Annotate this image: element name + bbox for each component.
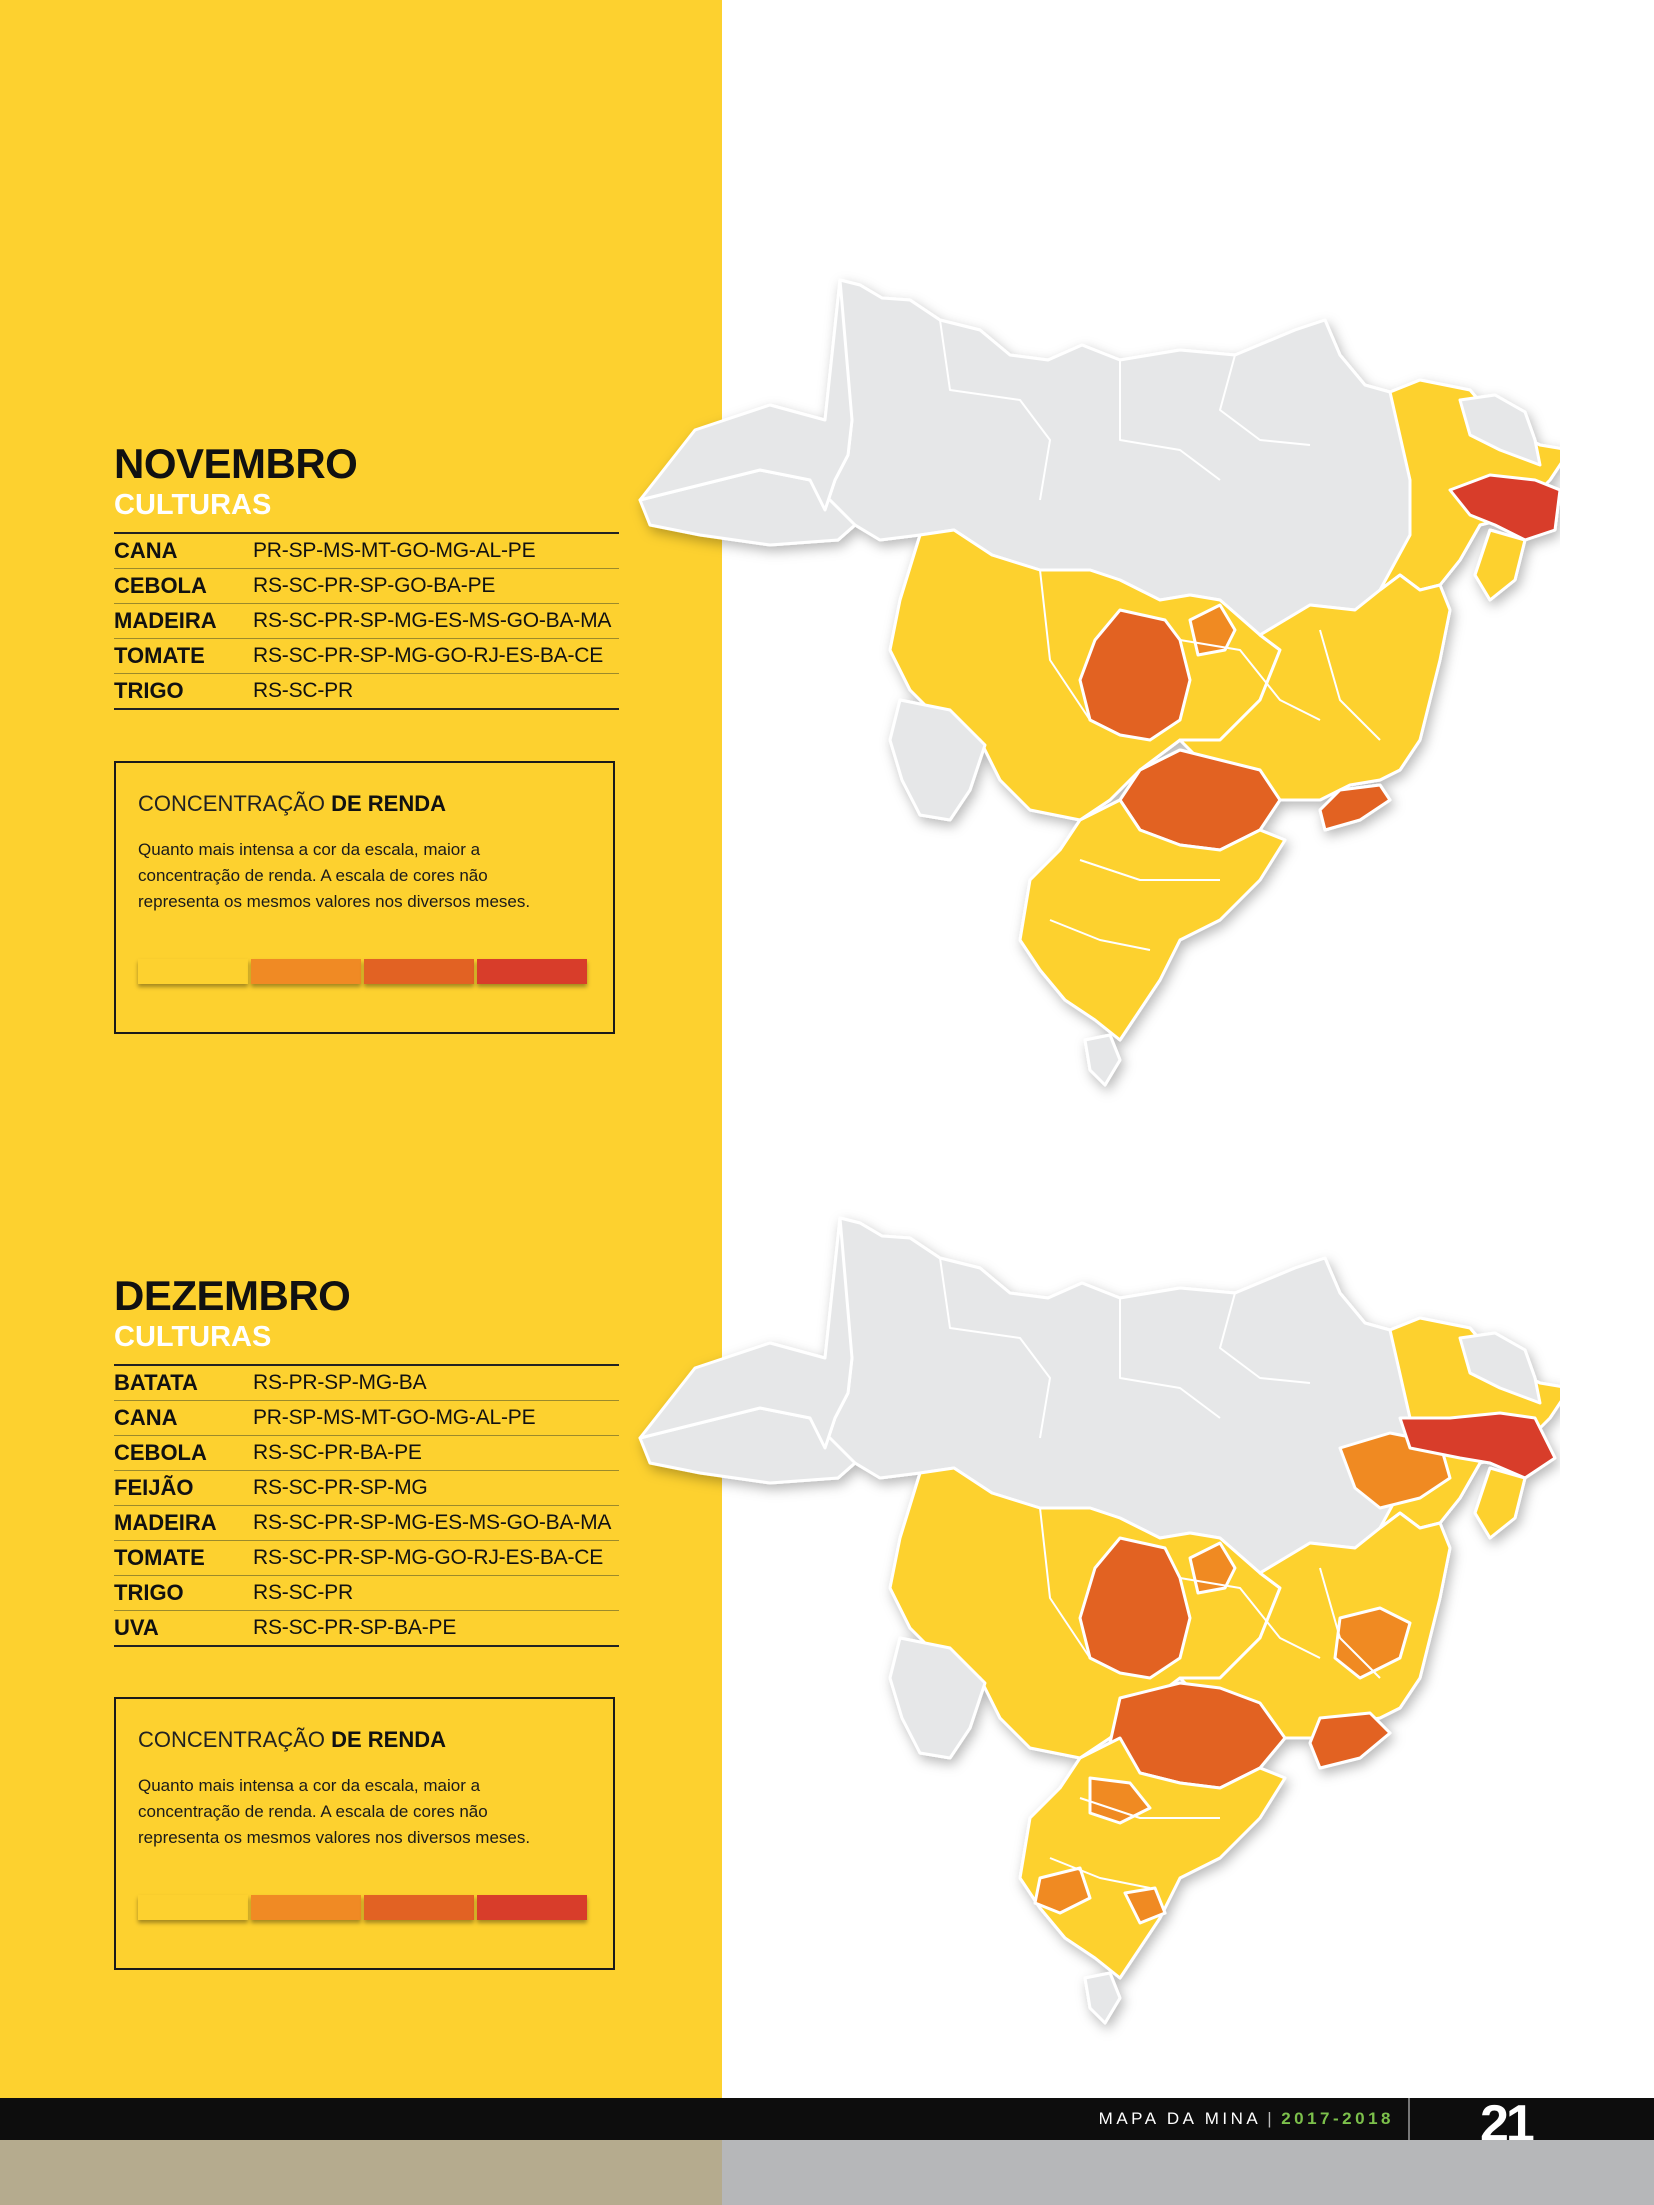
crop-name: CANA	[114, 538, 178, 563]
dezembro-subtitle: CULTURAS	[114, 1321, 272, 1353]
map-region-south	[1018, 798, 1287, 1042]
crop-states: RS-SC-PR-SP-MG-GO-RJ-ES-BA-CE	[253, 644, 604, 667]
scale-step-3	[364, 1895, 474, 1920]
dezembro-title: DEZEMBRO	[114, 1272, 351, 1319]
crop-name: MADEIRA	[114, 1510, 217, 1535]
dezembro-crops-table: BATATA RS-PR-SP-MG-BA CANA PR-SP-MS-MT-G…	[114, 1364, 619, 1647]
crop-states: RS-SC-PR-SP-MG	[253, 1476, 428, 1499]
scale-step-1	[138, 1895, 248, 1920]
crop-name: CEBOLA	[114, 1440, 207, 1465]
color-scale	[138, 1895, 587, 1920]
crop-name: TOMATE	[114, 643, 205, 668]
brazil-income-map-dezembro	[638, 1216, 1560, 2025]
footer-strip-left	[0, 2140, 722, 2205]
table-row: CEBOLA RS-SC-PR-SP-GO-BA-PE	[114, 568, 619, 603]
edition-year: 2017-2018	[1281, 2109, 1394, 2128]
novembro-crops-table: CANA PR-SP-MS-MT-GO-MG-AL-PE CEBOLA RS-S…	[114, 532, 619, 710]
map-region-east	[1178, 1511, 1452, 1740]
crop-name: FEIJÃO	[114, 1475, 194, 1500]
map-region-red	[1398, 1411, 1557, 1480]
table-row: CEBOLA RS-SC-PR-BA-PE	[114, 1435, 619, 1470]
footer-bar: MAPA DA MINA | 2017-2018 21	[0, 2096, 1654, 2152]
map-region-south	[1018, 1736, 1287, 1980]
map-region-red	[1448, 473, 1560, 542]
crop-states: RS-SC-PR-BA-PE	[253, 1441, 422, 1464]
table-row: TRIGO RS-SC-PR	[114, 1575, 619, 1610]
yellow-side-panel	[0, 0, 722, 2098]
legend-text: Quanto mais intensa a cor da escala, mai…	[138, 840, 531, 911]
crop-states: RS-SC-PR-SP-GO-BA-PE	[253, 574, 496, 597]
table-row: CANA PR-SP-MS-MT-GO-MG-AL-PE	[114, 1400, 619, 1435]
color-scale	[138, 959, 587, 984]
novembro-section: NOVEMBRO CULTURAS CANA PR-SP-MS-MT-GO-MG…	[114, 440, 619, 710]
map-region-east	[1178, 573, 1452, 802]
crop-name: UVA	[114, 1615, 159, 1640]
crop-name: BATATA	[114, 1370, 198, 1395]
footer-divider	[1408, 2098, 1410, 2140]
crop-states: RS-SC-PR	[253, 679, 353, 702]
map-region-orange-center	[1078, 608, 1192, 742]
legend-title: CONCENTRAÇÃO DE RENDA	[138, 1727, 447, 1752]
novembro-subtitle: CULTURAS	[114, 489, 272, 521]
crop-states: RS-SC-PR-SP-MG-ES-MS-GO-BA-MA	[253, 609, 612, 632]
table-row: MADEIRA RS-SC-PR-SP-MG-ES-MS-GO-BA-MA	[114, 1505, 619, 1540]
crop-states: RS-SC-PR-SP-BA-PE	[253, 1616, 457, 1639]
dezembro-section: DEZEMBRO CULTURAS BATATA RS-PR-SP-MG-BA …	[114, 1272, 619, 1647]
crop-states: RS-SC-PR	[253, 1581, 353, 1604]
dezembro-legend-box: CONCENTRAÇÃO DE RENDA Quanto mais intens…	[114, 1697, 615, 1970]
crop-states: RS-SC-PR-SP-MG-GO-RJ-ES-BA-CE	[253, 1546, 604, 1569]
legend-text: Quanto mais intensa a cor da escala, mai…	[138, 1776, 531, 1847]
table-row: FEIJÃO RS-SC-PR-SP-MG	[114, 1470, 619, 1505]
scale-step-2	[251, 959, 361, 984]
table-row: BATATA RS-PR-SP-MG-BA	[114, 1366, 619, 1400]
novembro-legend-box: CONCENTRAÇÃO DE RENDA Quanto mais intens…	[114, 761, 615, 1034]
crop-states: RS-PR-SP-MG-BA	[253, 1371, 427, 1394]
novembro-title: NOVEMBRO	[114, 440, 358, 487]
crop-states: PR-SP-MS-MT-GO-MG-AL-PE	[253, 539, 536, 562]
table-row: TOMATE RS-SC-PR-SP-MG-GO-RJ-ES-BA-CE	[114, 1540, 619, 1575]
table-row: TRIGO RS-SC-PR	[114, 673, 619, 708]
crop-name: CEBOLA	[114, 573, 207, 598]
crop-name: TOMATE	[114, 1545, 205, 1570]
scale-step-2	[251, 1895, 361, 1920]
table-row: CANA PR-SP-MS-MT-GO-MG-AL-PE	[114, 534, 619, 568]
footer-strip-right	[722, 2140, 1654, 2205]
brazil-income-map-novembro	[638, 278, 1560, 1087]
legend-title: CONCENTRAÇÃO DE RENDA	[138, 791, 447, 816]
table-row: TOMATE RS-SC-PR-SP-MG-GO-RJ-ES-BA-CE	[114, 638, 619, 673]
table-row: UVA RS-SC-PR-SP-BA-PE	[114, 1610, 619, 1645]
table-row: MADEIRA RS-SC-PR-SP-MG-ES-MS-GO-BA-MA	[114, 603, 619, 638]
map-region-orange-center	[1078, 1536, 1192, 1680]
crop-name: TRIGO	[114, 678, 184, 703]
crop-states: PR-SP-MS-MT-GO-MG-AL-PE	[253, 1406, 536, 1429]
crop-name: MADEIRA	[114, 608, 217, 633]
crop-name: CANA	[114, 1405, 178, 1430]
scale-step-4	[477, 1895, 587, 1920]
footer-publication: MAPA DA MINA | 2017-2018	[1099, 2109, 1394, 2129]
footer-separator: |	[1267, 2109, 1276, 2128]
scale-step-1	[138, 959, 248, 984]
scale-step-3	[364, 959, 474, 984]
scale-step-4	[477, 959, 587, 984]
crop-states: RS-SC-PR-SP-MG-ES-MS-GO-BA-MA	[253, 1511, 612, 1534]
crop-name: TRIGO	[114, 1580, 184, 1605]
magazine-name: MAPA DA MINA	[1098, 2109, 1262, 2128]
